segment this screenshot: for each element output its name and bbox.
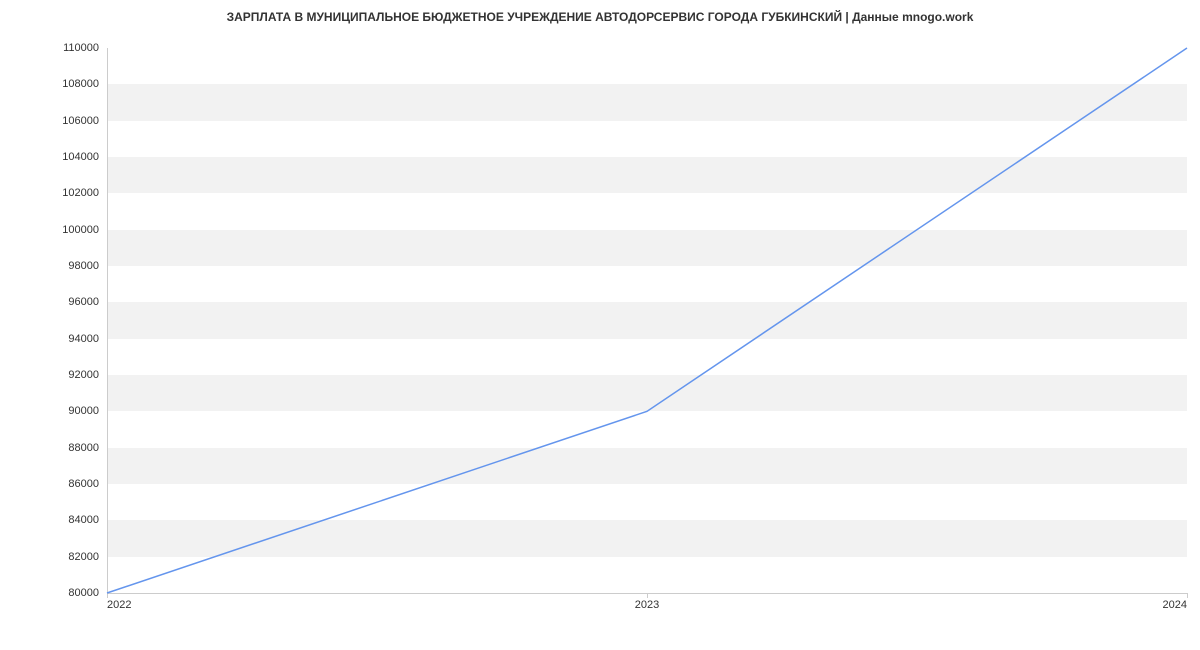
chart-title: ЗАРПЛАТА В МУНИЦИПАЛЬНОЕ БЮДЖЕТНОЕ УЧРЕЖ… (0, 10, 1200, 24)
x-tick-label: 2023 (635, 599, 659, 611)
series-line (107, 48, 1187, 593)
y-tick-label: 104000 (62, 151, 99, 163)
y-tick-label: 94000 (68, 333, 99, 345)
y-tick-label: 98000 (68, 260, 99, 272)
line-layer (107, 48, 1187, 593)
y-tick-label: 86000 (68, 478, 99, 490)
y-tick-label: 108000 (62, 78, 99, 90)
y-tick-label: 100000 (62, 224, 99, 236)
x-tick-mark (1187, 593, 1188, 598)
plot-area: 8000082000840008600088000900009200094000… (107, 48, 1187, 593)
x-tick-mark (647, 593, 648, 598)
y-tick-label: 110000 (63, 42, 99, 54)
y-tick-label: 82000 (68, 551, 99, 563)
y-tick-label: 96000 (68, 296, 99, 308)
y-tick-label: 92000 (68, 369, 99, 381)
y-tick-label: 80000 (68, 587, 99, 599)
x-tick-mark (107, 593, 108, 598)
y-tick-label: 102000 (62, 187, 99, 199)
y-tick-label: 90000 (68, 405, 99, 417)
y-tick-label: 84000 (68, 514, 99, 526)
y-tick-label: 106000 (62, 115, 99, 127)
x-tick-label: 2024 (1163, 599, 1187, 611)
y-tick-label: 88000 (68, 442, 99, 454)
chart-container: ЗАРПЛАТА В МУНИЦИПАЛЬНОЕ БЮДЖЕТНОЕ УЧРЕЖ… (0, 0, 1200, 650)
x-tick-label: 2022 (107, 599, 131, 611)
